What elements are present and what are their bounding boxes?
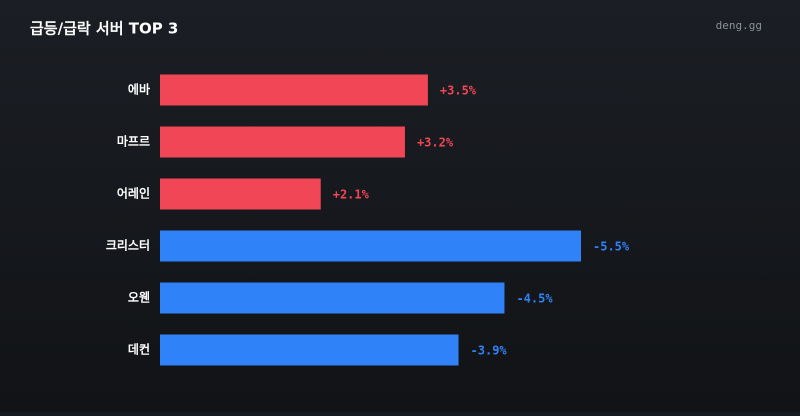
bar (160, 334, 459, 366)
value-label: +3.2% (417, 136, 454, 150)
bar (160, 74, 428, 106)
category-label: 크리스터 (106, 238, 150, 253)
category-label: 마프르 (117, 134, 150, 149)
chart-title: 급등/급락 서버 TOP 3 (30, 20, 178, 38)
category-label: 에바 (128, 82, 150, 97)
value-label: -5.5% (593, 240, 630, 254)
value-label: +2.1% (333, 188, 370, 202)
bar (160, 282, 505, 314)
value-label: -3.9% (471, 344, 508, 358)
source: deng.gg (716, 19, 762, 32)
bar (160, 126, 405, 158)
value-label: -4.5% (516, 292, 553, 306)
category-label: 어레인 (117, 186, 150, 201)
bar (160, 230, 581, 262)
value-label: +3.5% (440, 84, 477, 98)
category-label: 오웬 (128, 291, 150, 305)
category-label: 데컨 (128, 342, 150, 357)
bar (160, 178, 321, 210)
